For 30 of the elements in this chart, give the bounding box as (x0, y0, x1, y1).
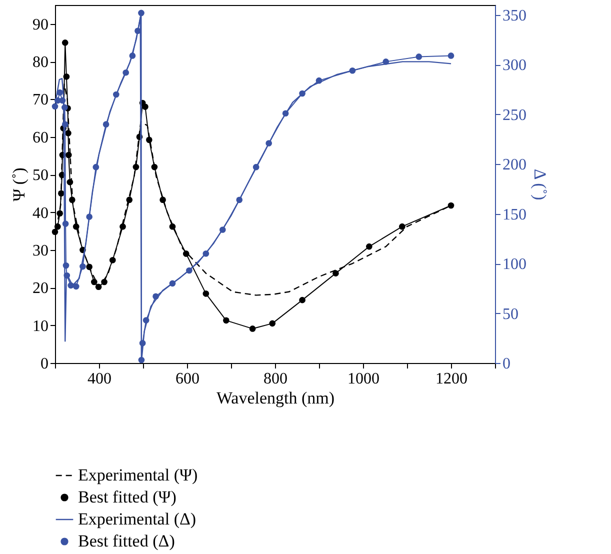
legend-label: Experimental (Δ) (78, 510, 196, 528)
y2-tick-label: 100 (502, 256, 526, 274)
x-tick-label: 600 (176, 370, 200, 388)
y2-tick-label: 250 (502, 106, 526, 124)
legend-label: Experimental (Ψ) (78, 466, 198, 484)
y-axis-title: Ψ (˚) (10, 168, 28, 202)
y-tick-label: 30 (32, 242, 48, 260)
x-tick-label: 1200 (436, 370, 468, 388)
y-tick-label: 40 (32, 204, 48, 222)
legend-label: Best fitted (Ψ) (78, 488, 176, 506)
y-tick-label: 10 (32, 318, 48, 335)
y-tick-label: 70 (32, 92, 48, 109)
legend-label: Best fitted (Δ) (78, 532, 175, 550)
y2-tick-label: 350 (502, 7, 526, 24)
y-tick-label: 60 (32, 129, 48, 146)
x-tick-label: 800 (264, 370, 288, 388)
y2-tick-label: 300 (502, 57, 526, 74)
y2-axis-title: Δ (˚) (530, 168, 550, 200)
y2-tick-label: 150 (502, 206, 526, 224)
x-tick-label: 400 (88, 370, 112, 388)
x-tick-label: 1000 (348, 370, 380, 388)
y-tick-label: 0 (40, 356, 48, 372)
y2-tick-label: 200 (502, 156, 526, 174)
y-tick-label: 90 (32, 16, 48, 34)
y2-tick-label: 50 (502, 306, 518, 323)
x-axis-title: Wavelength (nm) (216, 388, 335, 408)
y-tick-label: 80 (32, 54, 48, 72)
y-tick-label: 50 (32, 167, 48, 184)
y-tick-label: 20 (32, 280, 48, 298)
y2-tick-label: 0 (502, 356, 510, 372)
